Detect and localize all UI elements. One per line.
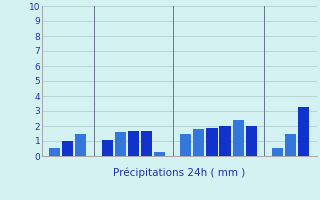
- Bar: [193, 129, 204, 156]
- Bar: [49, 148, 60, 156]
- Bar: [62, 141, 73, 156]
- Bar: [272, 148, 283, 156]
- Bar: [246, 126, 257, 156]
- Bar: [154, 152, 165, 156]
- Bar: [75, 134, 86, 156]
- Bar: [115, 132, 126, 156]
- Bar: [233, 120, 244, 156]
- Bar: [128, 130, 139, 156]
- Bar: [180, 134, 191, 156]
- Bar: [298, 106, 309, 156]
- Bar: [206, 128, 218, 156]
- Bar: [141, 130, 152, 156]
- Bar: [220, 126, 231, 156]
- Bar: [285, 134, 296, 156]
- X-axis label: Précipitations 24h ( mm ): Précipitations 24h ( mm ): [113, 167, 245, 178]
- Bar: [101, 140, 113, 156]
